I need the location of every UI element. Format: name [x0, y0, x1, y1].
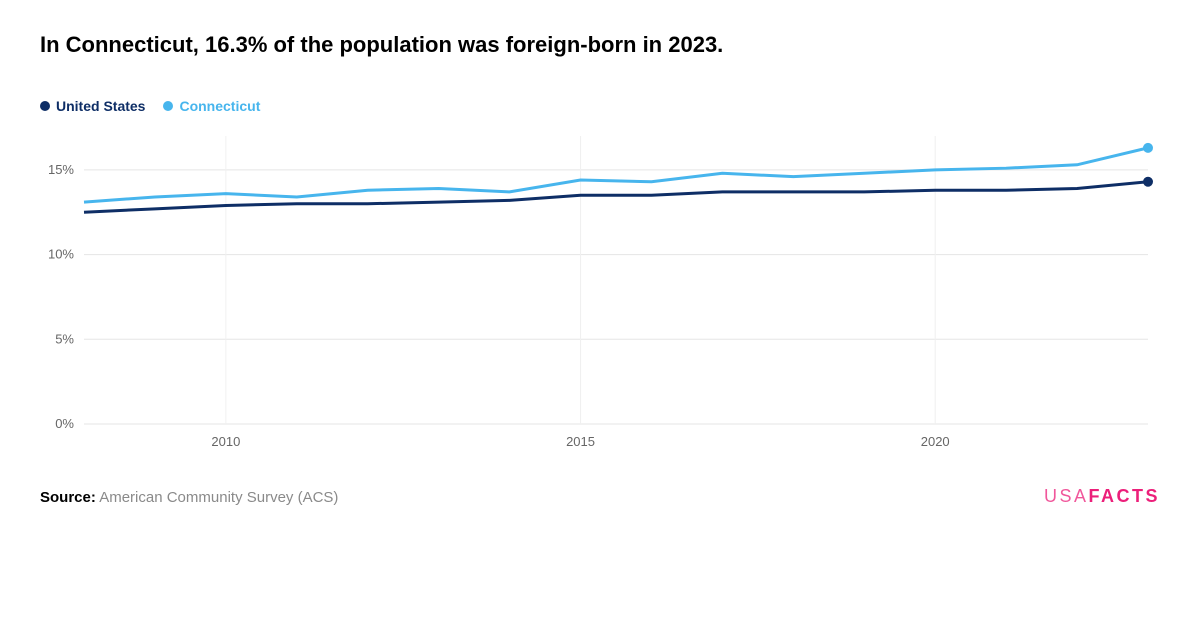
legend-dot-icon — [40, 101, 50, 111]
brand-left: USA — [1044, 486, 1089, 506]
svg-text:2010: 2010 — [211, 434, 240, 449]
svg-text:0%: 0% — [55, 416, 74, 431]
svg-text:5%: 5% — [55, 331, 74, 346]
legend-label: Connecticut — [179, 98, 260, 114]
svg-text:10%: 10% — [48, 247, 74, 262]
source: Source: American Community Survey (ACS) — [40, 489, 338, 506]
legend: United States Connecticut — [40, 98, 1160, 114]
source-text: American Community Survey (ACS) — [99, 489, 338, 506]
brand-logo: USAFACTS — [1044, 486, 1160, 507]
footer: Source: American Community Survey (ACS) … — [40, 486, 1160, 507]
chart-area: 0% 5% 10% 15% 2010 2015 2020 — [40, 128, 1160, 458]
legend-dot-icon — [163, 101, 173, 111]
legend-label: United States — [56, 98, 145, 114]
brand-right: FACTS — [1088, 486, 1160, 506]
source-label: Source: — [40, 489, 96, 506]
legend-item: Connecticut — [163, 98, 260, 114]
chart-title: In Connecticut, 16.3% of the population … — [40, 32, 1160, 58]
svg-text:15%: 15% — [48, 162, 74, 177]
svg-text:2015: 2015 — [566, 434, 595, 449]
line-chart: 0% 5% 10% 15% 2010 2015 2020 — [40, 128, 1160, 458]
svg-text:2020: 2020 — [921, 434, 950, 449]
legend-item: United States — [40, 98, 145, 114]
